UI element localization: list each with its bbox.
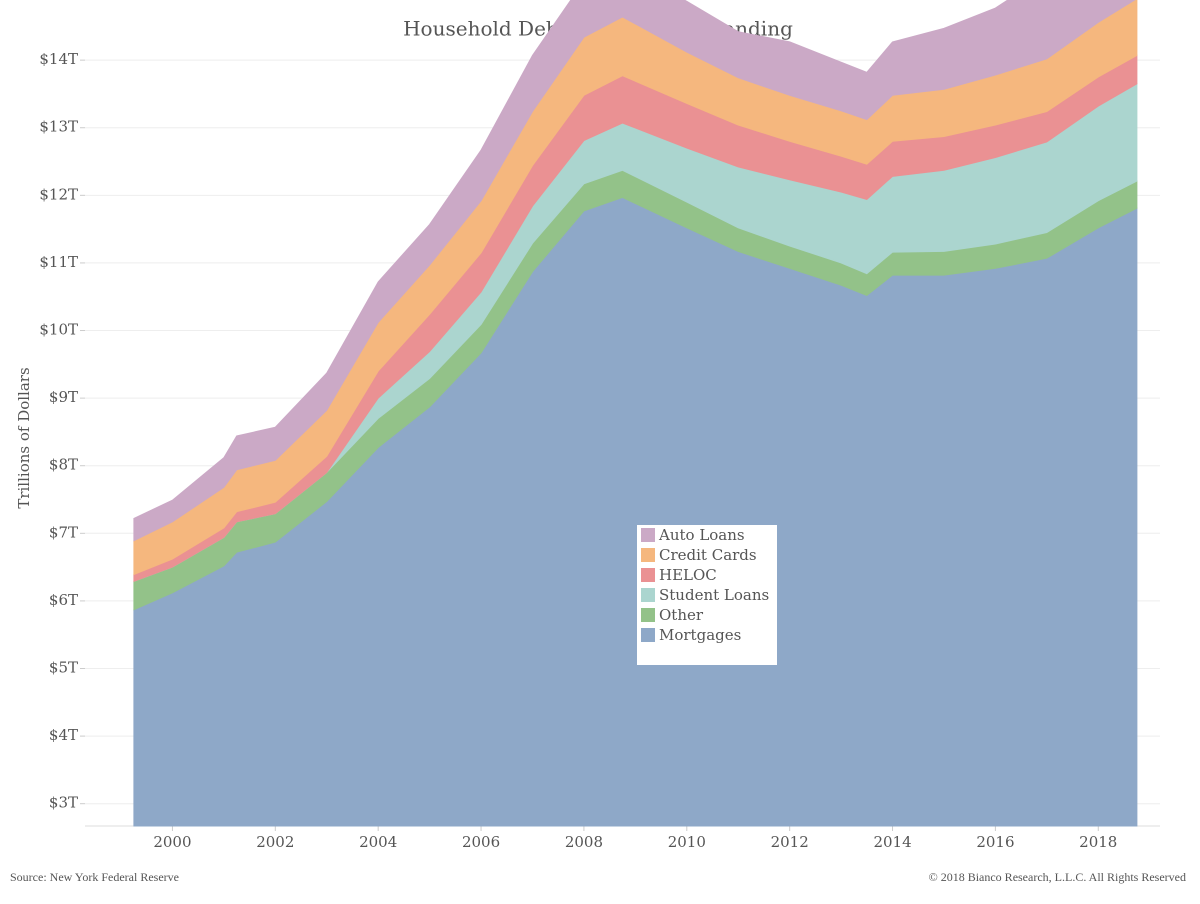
legend-label: Auto Loans bbox=[658, 526, 745, 544]
x-tick-label: 2014 bbox=[873, 833, 911, 851]
legend-label: Mortgages bbox=[659, 626, 741, 644]
legend-swatch bbox=[641, 588, 655, 602]
legend-swatch bbox=[641, 548, 655, 562]
y-tick-label: $4T bbox=[49, 726, 78, 744]
legend-box bbox=[637, 525, 777, 665]
legend-label: Credit Cards bbox=[659, 546, 757, 564]
y-tick-label: $10T bbox=[39, 321, 78, 339]
y-tick-label: $13T bbox=[39, 118, 78, 136]
x-tick-label: 2006 bbox=[462, 833, 500, 851]
x-tick-label: 2010 bbox=[668, 833, 706, 851]
y-tick-label: $3T bbox=[49, 794, 78, 812]
copyright: © 2018 Bianco Research, L.L.C. All Right… bbox=[929, 870, 1186, 884]
legend-label: Other bbox=[659, 606, 704, 624]
legend-swatch bbox=[641, 628, 655, 642]
x-tick-label: 2016 bbox=[976, 833, 1014, 851]
x-tick-label: 2012 bbox=[771, 833, 809, 851]
x-tick-label: 2000 bbox=[153, 833, 191, 851]
y-tick-label: $11T bbox=[39, 253, 78, 271]
legend-swatch bbox=[641, 568, 655, 582]
legend-swatch bbox=[641, 528, 655, 542]
y-tick-label: $12T bbox=[39, 185, 78, 203]
y-tick-label: $14T bbox=[39, 50, 78, 68]
x-tick-label: 2018 bbox=[1079, 833, 1117, 851]
y-tick-label: $6T bbox=[49, 591, 78, 609]
x-tick-label: 2002 bbox=[256, 833, 294, 851]
legend-label: HELOC bbox=[659, 566, 717, 584]
legend-label: Student Loans bbox=[659, 586, 769, 604]
y-axis-label: Trillions of Dollars bbox=[15, 367, 33, 508]
source: Source: New York Federal Reserve bbox=[10, 870, 179, 884]
y-tick-label: $5T bbox=[49, 659, 78, 677]
x-tick-label: 2008 bbox=[565, 833, 603, 851]
y-tick-label: $9T bbox=[49, 388, 78, 406]
legend-swatch bbox=[641, 608, 655, 622]
x-tick-label: 2004 bbox=[359, 833, 397, 851]
y-tick-label: $8T bbox=[49, 456, 78, 474]
area bbox=[133, 0, 1136, 542]
y-tick-label: $7T bbox=[49, 523, 78, 541]
